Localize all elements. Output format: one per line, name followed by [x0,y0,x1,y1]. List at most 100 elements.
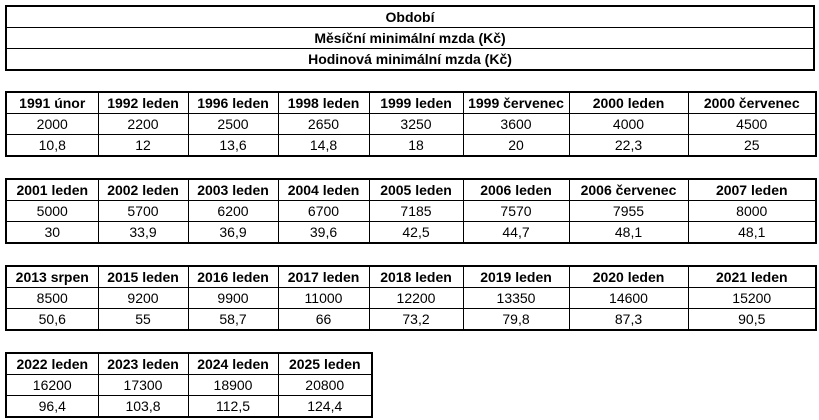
period-row: 1991 únor 1992 leden 1996 leden 1998 led… [5,91,817,114]
hourly-wage-cell: 18 [368,134,464,157]
table-row: Hodinová minimální mzda (Kč) [5,48,815,71]
monthly-wage-cell: 3250 [368,113,464,135]
hourly-wage-cell: 33,9 [97,221,189,244]
monthly-wage-cell: 14600 [568,287,689,309]
monthly-wage-cell: 16200 [5,374,99,396]
hourly-wage-cell: 124,4 [277,395,373,418]
period-row: 2013 srpen 2015 leden 2016 leden 2017 le… [5,265,817,288]
header-monthly-wage: Měsíční minimální mzda (Kč) [5,27,815,49]
period-cell: 2023 leden [97,352,189,375]
header-obdobi: Období [5,5,815,28]
period-cell: 2016 leden [187,265,279,288]
monthly-wage-row: 5000 5700 6200 6700 7185 7570 7955 8000 [5,200,817,222]
hourly-wage-cell: 14,8 [277,134,370,157]
wage-table-1991-2000: 1991 únor 1992 leden 1996 leden 1998 led… [5,91,817,157]
monthly-wage-cell: 7570 [462,200,570,222]
hourly-wage-cell: 36,9 [187,221,279,244]
monthly-wage-cell: 11000 [277,287,370,309]
period-cell: 2015 leden [97,265,189,288]
period-row: 2022 leden 2023 leden 2024 leden 2025 le… [5,352,373,375]
hourly-wage-cell: 42,5 [368,221,464,244]
monthly-wage-cell: 6200 [187,200,279,222]
hourly-wage-cell: 10,8 [5,134,99,157]
monthly-wage-cell: 2650 [277,113,370,135]
period-cell: 2002 leden [97,178,189,201]
period-cell: 2004 leden [277,178,370,201]
hourly-wage-cell: 48,1 [687,221,817,244]
monthly-wage-cell: 5000 [5,200,99,222]
monthly-wage-row: 16200 17300 18900 20800 [5,374,373,396]
hourly-wage-cell: 22,3 [568,134,689,157]
hourly-wage-cell: 73,2 [368,308,464,331]
monthly-wage-cell: 15200 [687,287,817,309]
hourly-wage-cell: 66 [277,308,370,331]
hourly-wage-cell: 96,4 [5,395,99,418]
hourly-wage-cell: 13,6 [187,134,279,157]
monthly-wage-cell: 8000 [687,200,817,222]
hourly-wage-cell: 90,5 [687,308,817,331]
monthly-wage-cell: 4000 [568,113,689,135]
period-row: 2001 leden 2002 leden 2003 leden 2004 le… [5,178,817,201]
hourly-wage-cell: 87,3 [568,308,689,331]
period-cell: 1998 leden [277,91,370,114]
period-cell: 2006 leden [462,178,570,201]
period-cell: 2013 srpen [5,265,99,288]
period-cell: 1991 únor [5,91,99,114]
monthly-wage-cell: 18900 [187,374,279,396]
period-cell: 2000 červenec [687,91,817,114]
monthly-wage-cell: 9900 [187,287,279,309]
monthly-wage-cell: 3600 [462,113,570,135]
hourly-wage-row: 50,6 55 58,7 66 73,2 79,8 87,3 90,5 [5,308,817,331]
wage-table-2013-2021: 2013 srpen 2015 leden 2016 leden 2017 le… [5,265,817,331]
period-cell: 2020 leden [568,265,689,288]
hourly-wage-row: 96,4 103,8 112,5 124,4 [5,395,373,418]
monthly-wage-cell: 20800 [277,374,373,396]
monthly-wage-cell: 6700 [277,200,370,222]
table-row: Období [5,5,815,28]
period-cell: 2007 leden [687,178,817,201]
wage-table-2022-2025: 2022 leden 2023 leden 2024 leden 2025 le… [5,352,373,418]
monthly-wage-cell: 5700 [97,200,189,222]
period-cell: 1999 leden [368,91,464,114]
hourly-wage-row: 30 33,9 36,9 39,6 42,5 44,7 48,1 48,1 [5,221,817,244]
monthly-wage-cell: 7185 [368,200,464,222]
monthly-wage-cell: 2500 [187,113,279,135]
period-cell: 2000 leden [568,91,689,114]
period-cell: 2019 leden [462,265,570,288]
monthly-wage-cell: 2000 [5,113,99,135]
hourly-wage-cell: 39,6 [277,221,370,244]
table-row: Měsíční minimální mzda (Kč) [5,27,815,49]
monthly-wage-cell: 4500 [687,113,817,135]
hourly-wage-cell: 50,6 [5,308,99,331]
period-cell: 2006 červenec [568,178,689,201]
hourly-wage-cell: 55 [97,308,189,331]
hourly-wage-cell: 20 [462,134,570,157]
monthly-wage-cell: 17300 [97,374,189,396]
monthly-wage-cell: 12200 [368,287,464,309]
hourly-wage-cell: 58,7 [187,308,279,331]
monthly-wage-row: 2000 2200 2500 2650 3250 3600 4000 4500 [5,113,817,135]
period-header-table: Období Měsíční minimální mzda (Kč) Hodin… [5,5,815,71]
period-cell: 1996 leden [187,91,279,114]
hourly-wage-cell: 48,1 [568,221,689,244]
monthly-wage-cell: 2200 [97,113,189,135]
hourly-wage-cell: 103,8 [97,395,189,418]
hourly-wage-cell: 30 [5,221,99,244]
monthly-wage-cell: 13350 [462,287,570,309]
period-cell: 2022 leden [5,352,99,375]
monthly-wage-row: 8500 9200 9900 11000 12200 13350 14600 1… [5,287,817,309]
period-cell: 2018 leden [368,265,464,288]
monthly-wage-cell: 9200 [97,287,189,309]
period-cell: 2021 leden [687,265,817,288]
period-cell: 2024 leden [187,352,279,375]
wage-table-2001-2007: 2001 leden 2002 leden 2003 leden 2004 le… [5,178,817,244]
hourly-wage-cell: 79,8 [462,308,570,331]
header-hourly-wage: Hodinová minimální mzda (Kč) [5,48,815,71]
hourly-wage-row: 10,8 12 13,6 14,8 18 20 22,3 25 [5,134,817,157]
hourly-wage-cell: 25 [687,134,817,157]
hourly-wage-cell: 12 [97,134,189,157]
period-cell: 2017 leden [277,265,370,288]
period-cell: 1992 leden [97,91,189,114]
monthly-wage-cell: 7955 [568,200,689,222]
